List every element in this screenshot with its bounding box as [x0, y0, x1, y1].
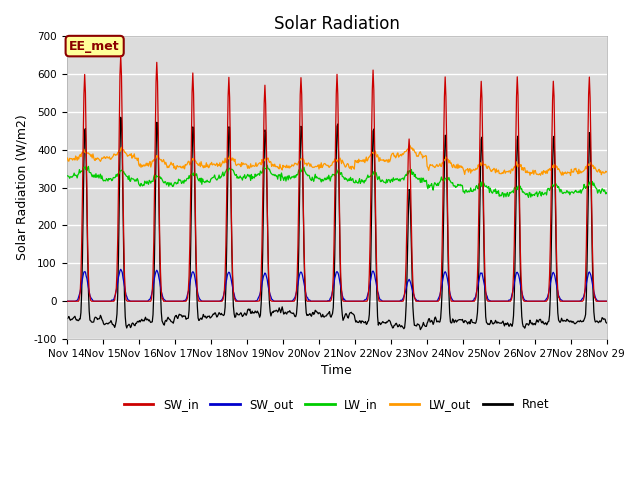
LW_out: [72, 155, 80, 161]
SW_in: [72, 299, 80, 304]
LW_out: [419, 155, 426, 161]
LW_out: [567, 173, 575, 179]
Rnet: [417, 327, 424, 333]
Line: SW_out: SW_out: [67, 269, 607, 301]
Line: Rnet: Rnet: [67, 117, 607, 330]
LW_out: [63, 156, 70, 162]
Rnet: [403, 279, 411, 285]
LW_in: [603, 190, 611, 196]
Line: LW_in: LW_in: [67, 165, 607, 197]
LW_in: [263, 162, 271, 168]
Rnet: [212, 312, 220, 318]
SW_out: [212, 299, 220, 304]
Rnet: [117, 114, 125, 120]
LW_out: [211, 163, 219, 168]
Text: EE_met: EE_met: [69, 39, 120, 53]
Rnet: [63, 315, 70, 321]
SW_out: [72, 298, 80, 303]
LW_in: [63, 173, 70, 179]
LW_in: [525, 194, 532, 200]
SW_out: [419, 299, 426, 304]
LW_in: [128, 176, 136, 181]
Rnet: [603, 320, 611, 326]
LW_out: [403, 148, 410, 154]
SW_out: [603, 299, 611, 304]
SW_out: [184, 291, 191, 297]
Legend: SW_in, SW_out, LW_in, LW_out, Rnet: SW_in, SW_out, LW_in, LW_out, Rnet: [119, 394, 554, 416]
Rnet: [420, 320, 428, 325]
LW_in: [183, 176, 191, 181]
Rnet: [129, 320, 136, 326]
SW_in: [117, 53, 125, 59]
LW_in: [72, 173, 80, 179]
SW_in: [403, 223, 411, 228]
Rnet: [72, 317, 80, 323]
SW_in: [184, 295, 191, 300]
Rnet: [184, 315, 191, 321]
LW_out: [406, 143, 413, 148]
LW_out: [183, 162, 191, 168]
Title: Solar Radiation: Solar Radiation: [274, 15, 399, 33]
SW_in: [129, 299, 136, 304]
LW_in: [211, 175, 219, 181]
SW_out: [63, 299, 70, 304]
SW_in: [212, 299, 220, 304]
LW_in: [403, 173, 411, 179]
SW_out: [129, 299, 136, 304]
Y-axis label: Solar Radiation (W/m2): Solar Radiation (W/m2): [15, 115, 28, 261]
Line: LW_out: LW_out: [67, 145, 607, 176]
SW_out: [403, 283, 411, 288]
SW_in: [603, 299, 611, 304]
Line: SW_in: SW_in: [67, 56, 607, 301]
SW_in: [63, 299, 70, 304]
LW_out: [128, 156, 136, 161]
LW_in: [419, 176, 426, 181]
SW_out: [117, 266, 125, 272]
SW_in: [419, 299, 426, 304]
LW_out: [603, 169, 611, 175]
X-axis label: Time: Time: [321, 364, 352, 377]
